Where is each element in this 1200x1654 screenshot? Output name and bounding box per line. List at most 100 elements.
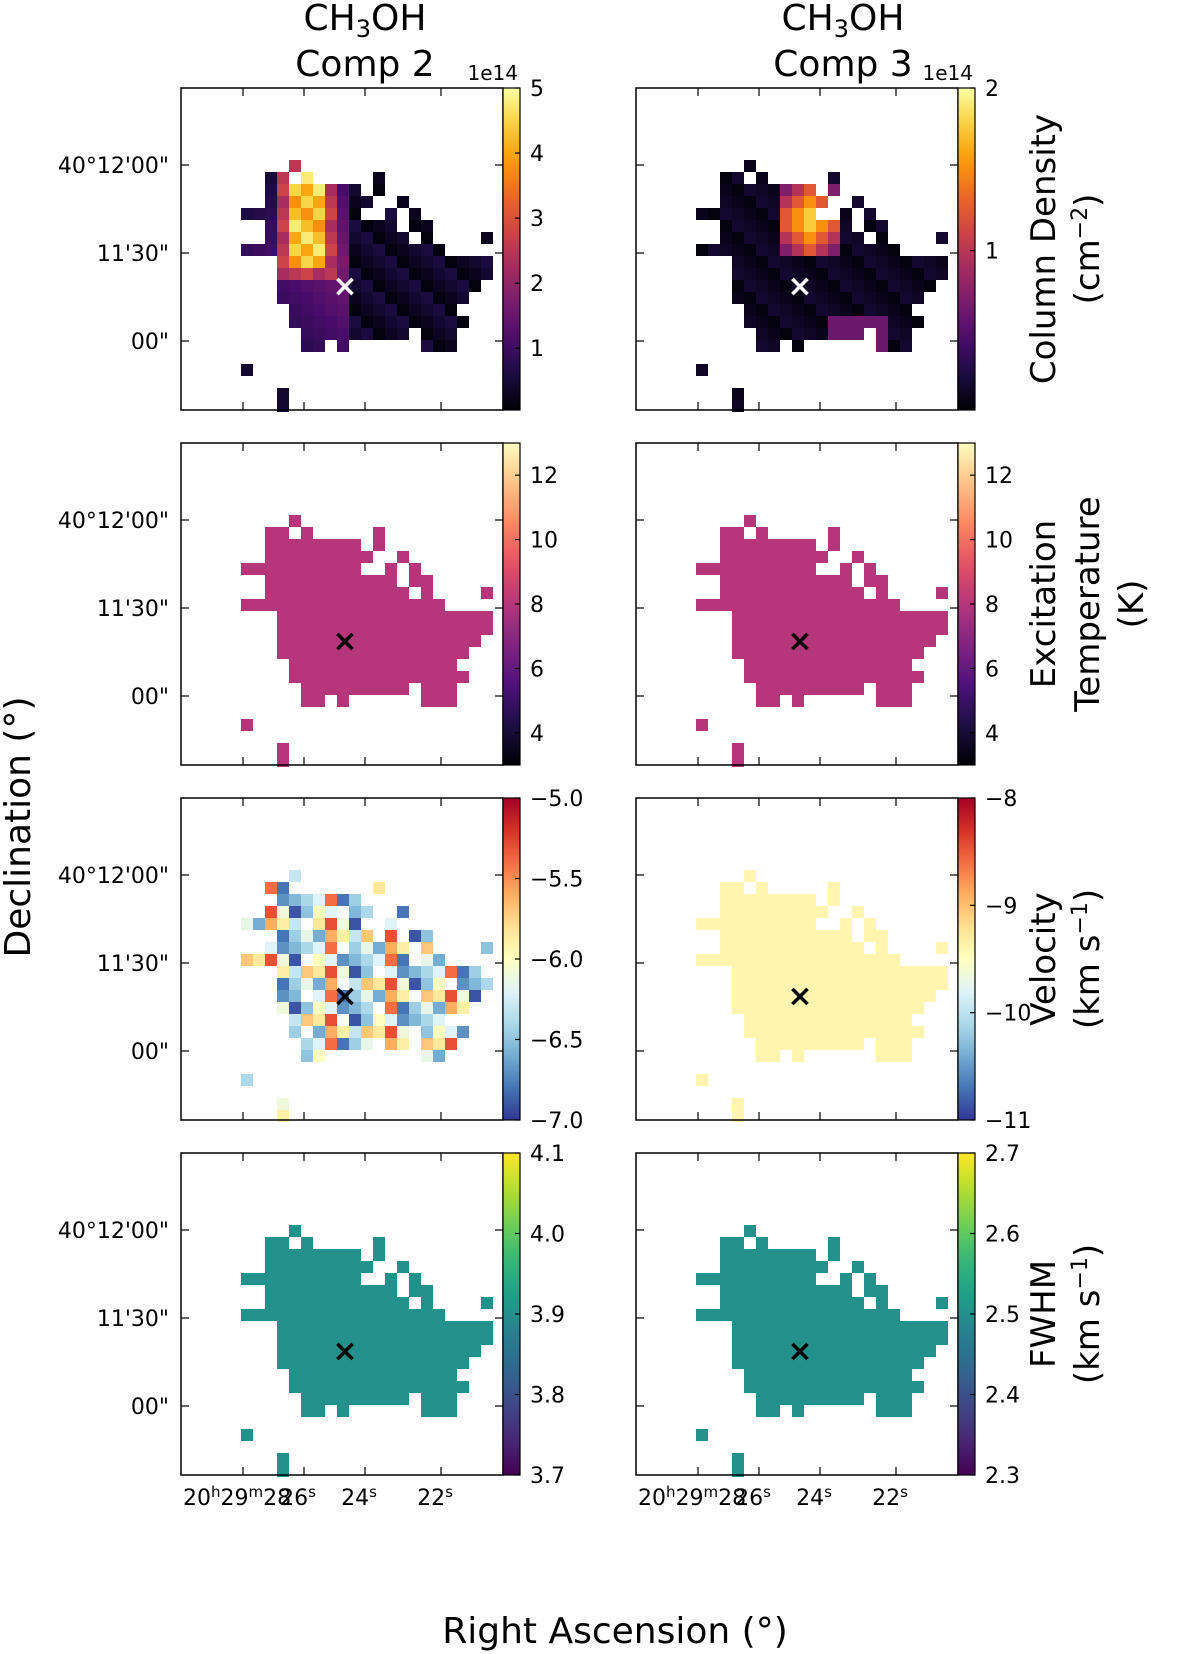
data-pixel xyxy=(828,1002,840,1014)
data-pixel xyxy=(828,184,840,196)
data-pixel xyxy=(421,1345,433,1357)
data-pixel xyxy=(828,623,840,635)
data-pixel xyxy=(313,1381,325,1393)
data-pixel xyxy=(816,1381,828,1393)
data-pixel xyxy=(900,966,912,978)
data-pixel xyxy=(373,575,385,587)
data-pixel xyxy=(265,882,277,894)
data-pixel xyxy=(325,539,337,551)
data-pixel xyxy=(433,659,445,671)
data-pixel xyxy=(325,268,337,280)
data-pixel xyxy=(241,208,253,220)
data-pixel xyxy=(936,1321,948,1333)
data-pixel xyxy=(313,1273,325,1285)
data-pixel xyxy=(828,244,840,256)
data-pixel xyxy=(349,599,361,611)
data-pixel xyxy=(325,1249,337,1261)
data-pixel xyxy=(289,1381,301,1393)
data-pixel xyxy=(744,196,756,208)
data-pixel xyxy=(277,599,289,611)
data-pixel xyxy=(780,563,792,575)
data-pixel xyxy=(433,268,445,280)
data-pixel xyxy=(373,539,385,551)
data-pixel xyxy=(888,695,900,707)
data-pixel xyxy=(337,1333,349,1345)
data-pixel xyxy=(469,978,481,990)
data-pixel xyxy=(816,575,828,587)
data-pixel xyxy=(301,659,313,671)
data-pixel xyxy=(864,671,876,683)
data-pixel xyxy=(900,1381,912,1393)
data-pixel xyxy=(337,196,349,208)
data-pixel xyxy=(313,184,325,196)
data-pixel xyxy=(768,220,780,232)
data-pixel xyxy=(708,563,720,575)
data-pixel xyxy=(325,316,337,328)
data-pixel xyxy=(337,1297,349,1309)
data-pixel xyxy=(289,280,301,292)
data-pixel xyxy=(804,184,816,196)
data-pixel xyxy=(816,671,828,683)
data-pixel xyxy=(792,256,804,268)
data-pixel xyxy=(780,1393,792,1405)
data-pixel xyxy=(804,280,816,292)
data-pixel xyxy=(445,966,457,978)
data-pixel xyxy=(936,1333,948,1345)
data-pixel xyxy=(301,647,313,659)
data-pixel xyxy=(780,1038,792,1050)
data-pixel xyxy=(265,1237,277,1249)
data-pixel xyxy=(253,244,265,256)
data-pixel xyxy=(373,990,385,1002)
data-pixel xyxy=(397,292,409,304)
data-pixel xyxy=(816,647,828,659)
y-axis-label: Declination (°) xyxy=(0,696,39,957)
data-pixel xyxy=(265,599,277,611)
data-pixel xyxy=(421,1369,433,1381)
data-pixel xyxy=(780,220,792,232)
data-pixel xyxy=(876,1381,888,1393)
data-pixel xyxy=(385,1297,397,1309)
data-pixel xyxy=(349,659,361,671)
data-pixel xyxy=(816,551,828,563)
data-pixel xyxy=(828,978,840,990)
data-pixel xyxy=(792,316,804,328)
data-pixel xyxy=(756,1309,768,1321)
data-pixel xyxy=(756,184,768,196)
data-pixel xyxy=(433,244,445,256)
data-pixel xyxy=(696,1309,708,1321)
data-pixel xyxy=(804,208,816,220)
data-pixel xyxy=(385,1285,397,1297)
data-pixel xyxy=(900,1345,912,1357)
data-pixel xyxy=(888,599,900,611)
data-pixel xyxy=(241,1429,253,1441)
data-pixel xyxy=(313,918,325,930)
data-pixel xyxy=(780,1345,792,1357)
data-pixel xyxy=(840,942,852,954)
data-pixel xyxy=(828,172,840,184)
data-pixel xyxy=(409,304,421,316)
data-pixel xyxy=(301,1297,313,1309)
data-pixel xyxy=(768,244,780,256)
data-pixel xyxy=(325,196,337,208)
data-pixel xyxy=(756,1002,768,1014)
data-pixel xyxy=(433,990,445,1002)
colorbar-tick-label: −9 xyxy=(985,894,1017,919)
data-pixel xyxy=(876,635,888,647)
data-pixel xyxy=(780,942,792,954)
data-pixel xyxy=(325,244,337,256)
data-pixel xyxy=(337,1345,349,1357)
data-pixel xyxy=(756,1237,768,1249)
data-pixel xyxy=(373,635,385,647)
data-pixel xyxy=(397,232,409,244)
data-pixel xyxy=(732,954,744,966)
data-pixel xyxy=(840,563,852,575)
data-pixel xyxy=(828,1237,840,1249)
data-pixel xyxy=(301,244,313,256)
data-pixel xyxy=(373,1237,385,1249)
data-pixel xyxy=(421,1014,433,1026)
data-pixel xyxy=(768,1369,780,1381)
data-pixel xyxy=(313,196,325,208)
data-pixel xyxy=(337,244,349,256)
data-pixel xyxy=(325,1393,337,1405)
source-marker: × xyxy=(787,269,812,304)
